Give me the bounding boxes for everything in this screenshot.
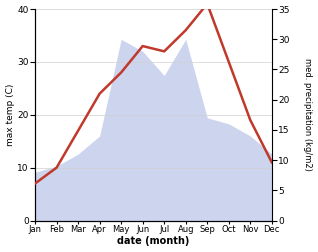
Y-axis label: med. precipitation (kg/m2): med. precipitation (kg/m2) <box>303 58 313 171</box>
Y-axis label: max temp (C): max temp (C) <box>5 84 15 146</box>
X-axis label: date (month): date (month) <box>117 236 190 246</box>
